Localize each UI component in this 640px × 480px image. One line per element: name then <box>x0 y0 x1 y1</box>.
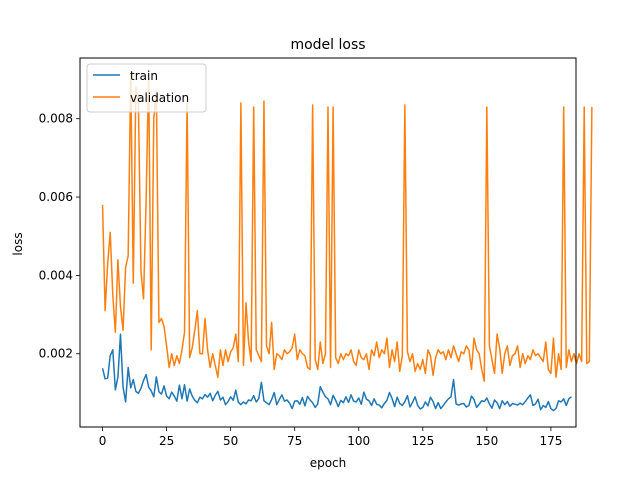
legend-label-train: train <box>130 69 158 83</box>
x-tick-label: 175 <box>539 434 562 448</box>
x-axis-label: epoch <box>310 456 347 470</box>
x-tick-label: 125 <box>411 434 434 448</box>
y-tick-label: 0.006 <box>39 190 73 204</box>
legend: train validation <box>86 63 207 113</box>
x-tick-label: 25 <box>159 434 174 448</box>
y-axis: 0.002 0.004 0.006 0.008 <box>39 112 80 361</box>
legend-box <box>86 63 207 113</box>
y-tick-label: 0.002 <box>39 347 73 361</box>
x-tick-label: 75 <box>287 434 302 448</box>
x-tick-label: 50 <box>223 434 238 448</box>
x-tick-label: 0 <box>99 434 107 448</box>
plot-area <box>101 70 593 412</box>
series-line-validation <box>101 70 593 382</box>
y-tick-label: 0.004 <box>39 268 73 282</box>
legend-label-validation: validation <box>130 91 189 105</box>
y-tick-label: 0.008 <box>39 112 73 126</box>
chart-title: model loss <box>290 37 365 53</box>
y-axis-label: loss <box>11 232 25 255</box>
series-line-train <box>101 333 572 412</box>
plot-frame <box>79 57 577 428</box>
x-axis: 0 25 50 75 100 125 150 175 <box>99 427 562 448</box>
x-tick-label: 100 <box>347 434 370 448</box>
x-tick-label: 150 <box>475 434 498 448</box>
